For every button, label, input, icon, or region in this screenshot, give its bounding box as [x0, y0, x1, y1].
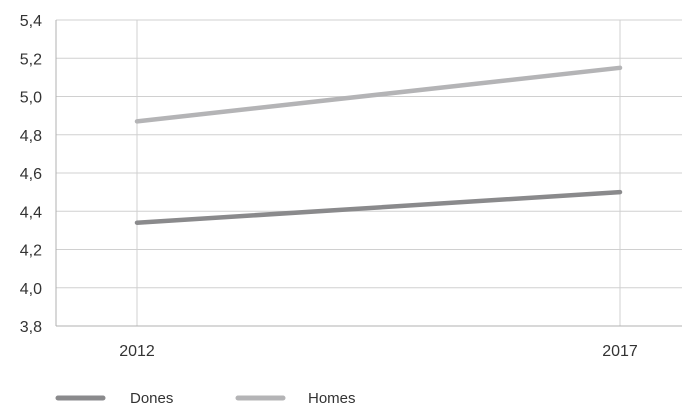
legend-label-dones: Dones: [130, 390, 173, 405]
legend-label-homes: Homes: [308, 390, 356, 405]
y-tick-label: 3,8: [20, 319, 42, 336]
x-tick-label: 2017: [602, 343, 638, 360]
y-tick-label: 4,4: [20, 204, 42, 221]
y-tick-label: 5,0: [20, 90, 42, 107]
y-tick-label: 4,0: [20, 281, 42, 298]
series-line-homes: [134, 65, 623, 124]
series-line-dones: [134, 189, 623, 225]
y-tick-label: 4,2: [20, 243, 42, 260]
axes: [55, 20, 682, 327]
legend: Dones Homes: [55, 390, 356, 407]
grid-lines: [56, 19, 682, 326]
y-tick-label: 5,4: [20, 13, 42, 30]
x-tick-label: 2012: [119, 343, 155, 360]
tick-labels: 3,8 4,0 4,2 4,4 4,6 4,8 5,0 5,2 5,4 2012 2017: [20, 13, 638, 360]
y-tick-label: 4,8: [20, 128, 42, 145]
y-tick-label: 4,6: [20, 166, 42, 183]
series-lines: [134, 65, 623, 225]
y-tick-label: 5,2: [20, 51, 42, 68]
